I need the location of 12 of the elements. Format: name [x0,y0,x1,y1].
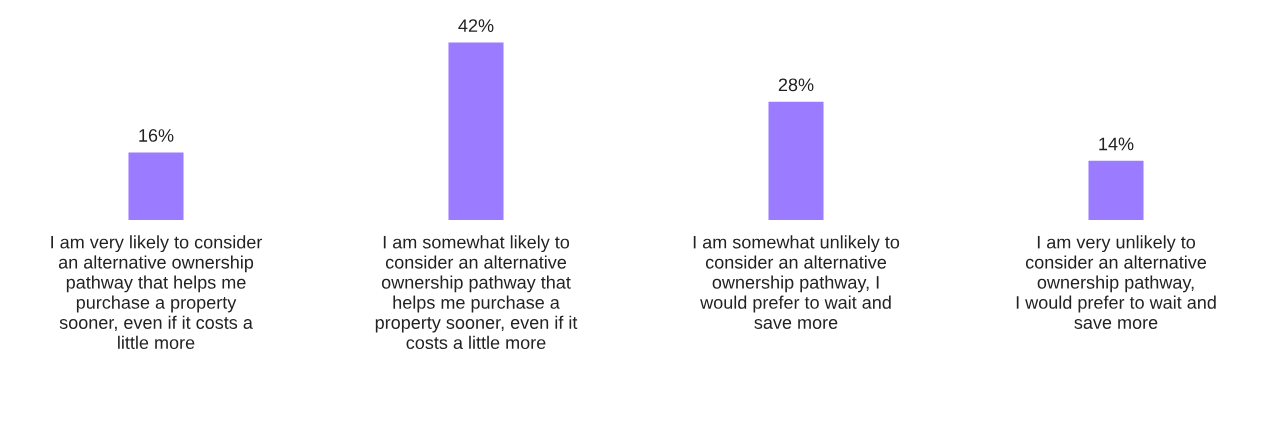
x-tick-label: I am very likely to consider an alternative ownership pathway that helps me purchase a property sooner, even if it costs a little more [51,235,263,350]
x-tick-label: I am somewhat unlikely to consider an alternative ownership pathway, I would prefer to wait and save more [693,235,900,329]
data-label: 16% [139,129,174,142]
bar [128,152,184,220]
data-label: 42% [458,19,494,32]
bar [1088,160,1144,220]
bar [768,101,824,220]
x-tick-label: I am somewhat likely to consider an alternative ownership pathway that helps me purchase a property sooner, even if it costs a little more [375,235,578,350]
x-tick-label: I am very unlikely to consider an alternative ownership pathway, I would prefer to wait and save more [1016,235,1216,329]
bar [448,42,504,220]
data-label: 14% [1099,137,1134,151]
data-label: 28% [778,78,814,92]
